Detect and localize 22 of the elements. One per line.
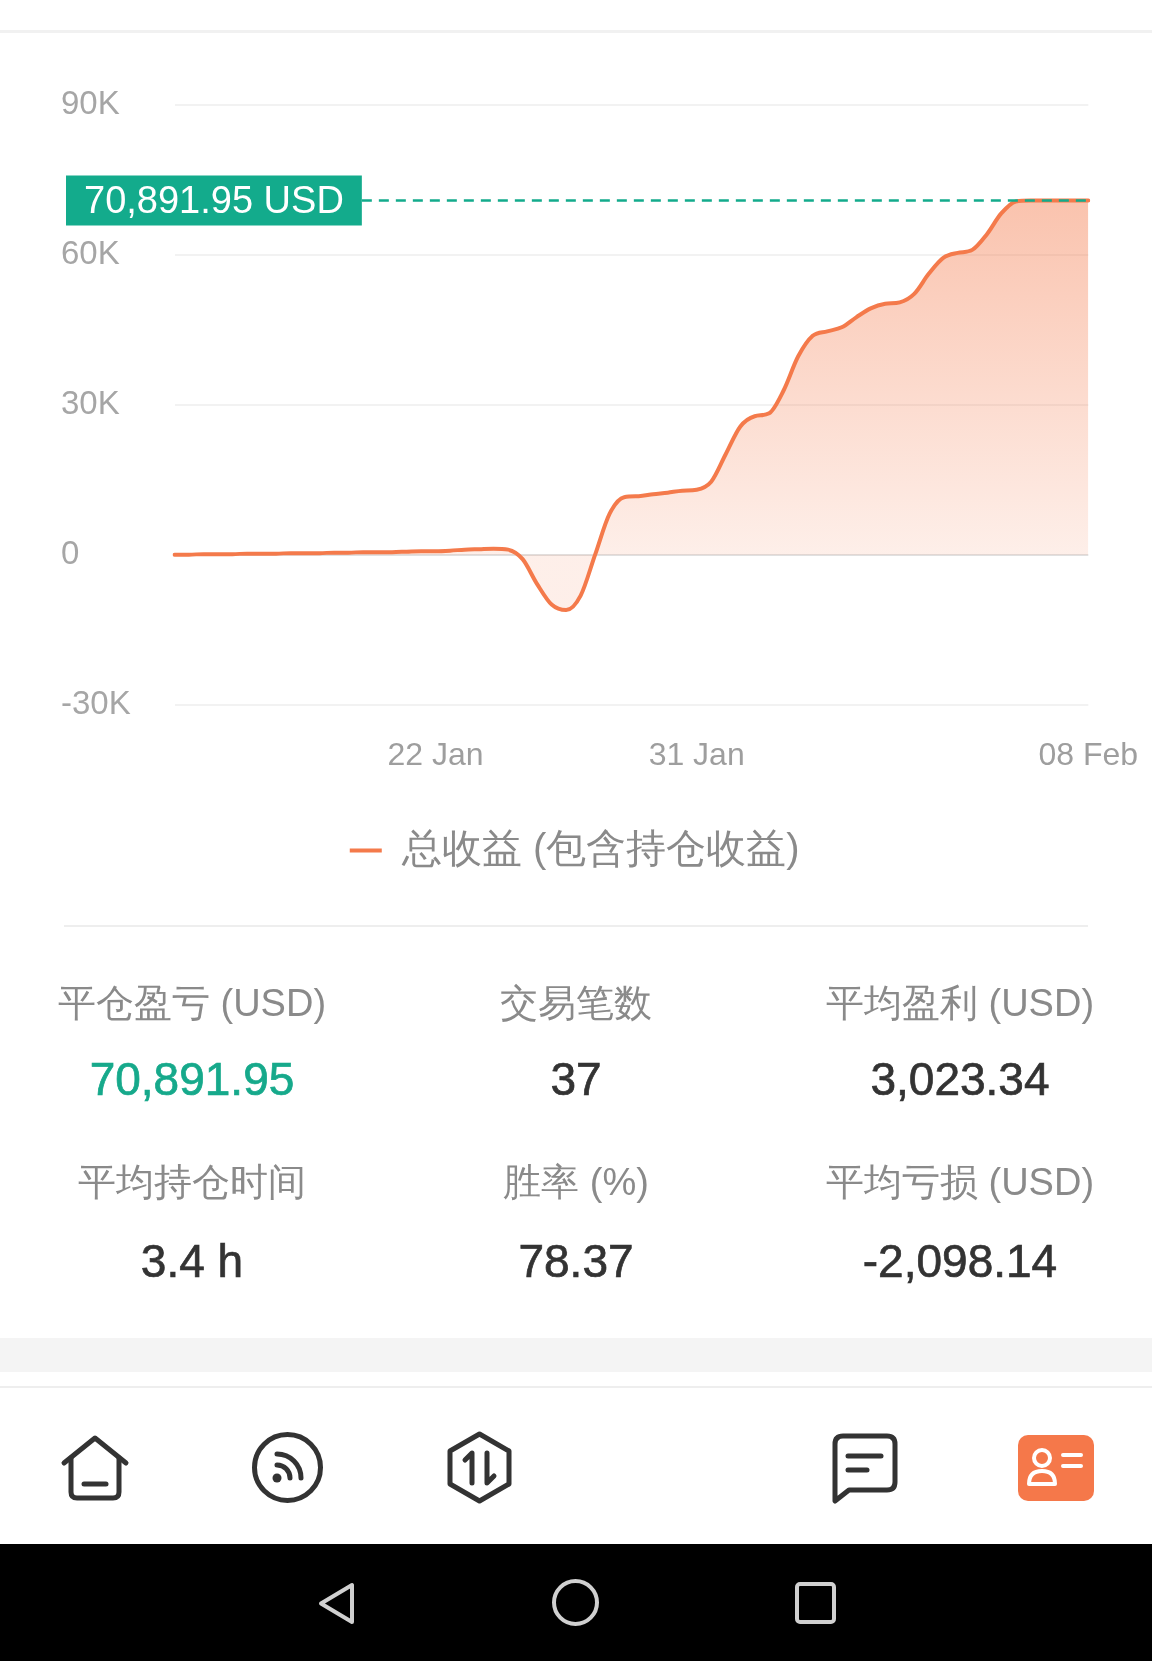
y-tick-label: 90K [61,84,120,122]
legend-label: 总收益 (包含持仓收益) [400,825,800,870]
text: 37 [550,1053,602,1105]
text: -2,098.14 [862,1235,1058,1287]
y-tick-label: 60K [61,233,120,271]
x-tick-label: 08 Feb [1038,735,1139,772]
text: 78.37 [518,1235,634,1287]
text: 3,023.34 [870,1053,1050,1105]
category-label: 平均持仓时间 [78,1161,306,1203]
category-label: 平均亏损 (USD) [825,1161,1095,1203]
text: 70,891.95 [89,1053,295,1105]
x-tick-label: 31 Jan [648,735,745,772]
category-label: 平仓盈亏 (USD) [57,982,327,1024]
x-tick-label: 22 Jan [387,735,484,772]
y-tick-label: 30K [61,383,120,421]
y-tick-label: -30K [61,683,131,721]
category-label: 交易笔数 [500,982,652,1024]
ref-line-label: 70,891.95 USD [84,178,344,221]
category-label: 平均盈利 (USD) [825,982,1095,1024]
y-tick-label: 0 [61,533,80,571]
text: 3.4 h [140,1235,244,1287]
category-label: 胜率 (%) [503,1161,649,1203]
